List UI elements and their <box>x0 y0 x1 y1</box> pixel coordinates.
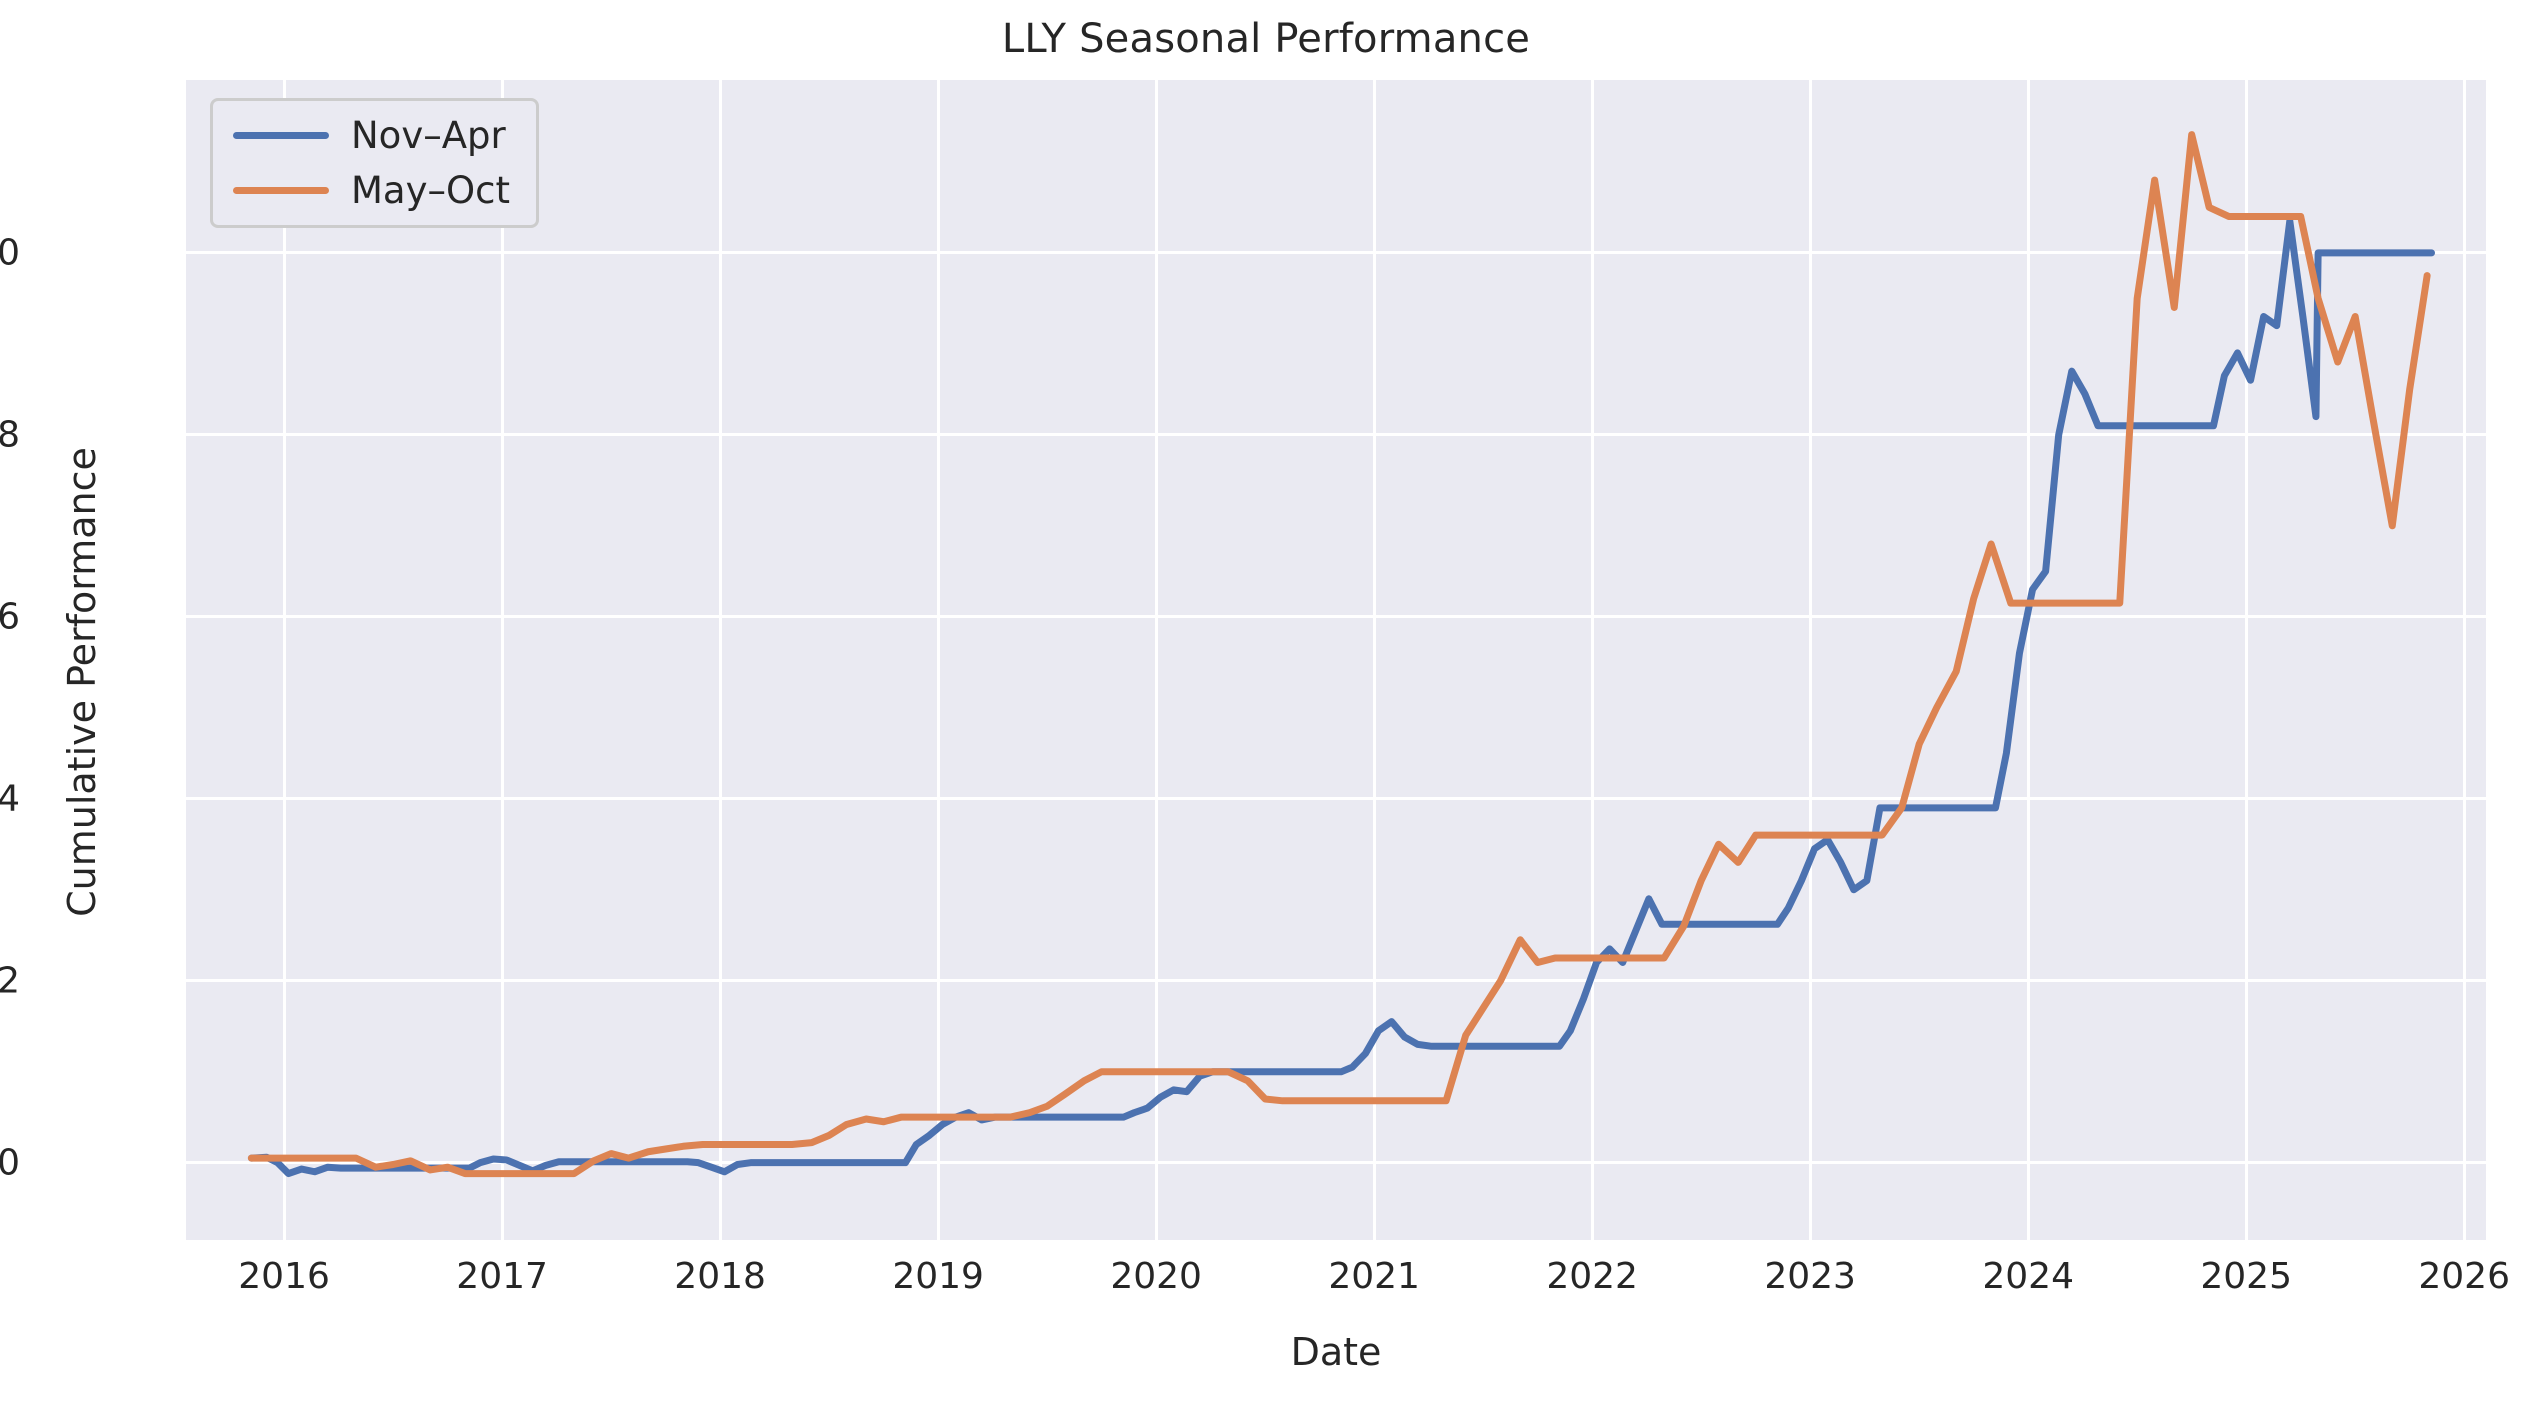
x-tick-label: 2019 <box>892 1256 984 1297</box>
legend-item-nov-apr[interactable]: Nov–Apr <box>233 117 510 154</box>
gridline-x <box>2244 80 2248 1240</box>
gridline-x <box>718 80 722 1240</box>
gridline-x <box>2026 80 2030 1240</box>
x-tick-label: 2023 <box>1764 1256 1856 1297</box>
x-tick-label: 2021 <box>1328 1256 1420 1297</box>
chart-title: LLY Seasonal Performance <box>1001 16 1531 62</box>
x-tick-label: 2020 <box>1110 1256 1202 1297</box>
legend-label-nov-apr: Nov–Apr <box>351 114 506 157</box>
series-line-nov-apr <box>247 217 2435 1178</box>
plot-area <box>186 80 2486 1240</box>
y-tick-label: 8 <box>0 414 20 456</box>
legend-label-may-oct: May–Oct <box>351 169 510 212</box>
legend-item-may-oct[interactable]: May–Oct <box>233 172 510 209</box>
x-tick-label: 2017 <box>456 1256 548 1297</box>
series-line-may-oct <box>247 131 2431 1178</box>
series-canvas <box>247 131 2435 1178</box>
gridline-y <box>186 797 2486 801</box>
y-axis-label: Cumulative Performance <box>60 447 104 917</box>
x-tick-label: 2016 <box>238 1256 330 1297</box>
gridline-x <box>282 80 286 1240</box>
gridline-x <box>936 80 940 1240</box>
gridline-y <box>186 615 2486 619</box>
gridline-y <box>186 251 2486 255</box>
y-tick-label: 10 <box>0 232 20 274</box>
gridline-x <box>1808 80 1812 1240</box>
gridline-x <box>2462 80 2466 1240</box>
gridline-x <box>500 80 504 1240</box>
x-tick-label: 2026 <box>2418 1256 2510 1297</box>
y-tick-label: 4 <box>0 778 20 820</box>
gridline-y <box>186 433 2486 437</box>
gridline-x <box>1154 80 1158 1240</box>
x-tick-label: 2018 <box>674 1256 766 1297</box>
x-tick-label: 2022 <box>1546 1256 1638 1297</box>
y-tick-label: 2 <box>0 960 20 1002</box>
chart-legend: Nov–Apr May–Oct <box>210 98 539 228</box>
gridline-x <box>1372 80 1376 1240</box>
gridline-y <box>186 979 2486 983</box>
y-tick-label: 0 <box>0 1142 20 1184</box>
legend-swatch-may-oct <box>233 187 329 194</box>
x-axis-label: Date <box>1290 1330 1382 1374</box>
y-tick-label: 6 <box>0 596 20 638</box>
x-tick-label: 2025 <box>2200 1256 2292 1297</box>
legend-swatch-nov-apr <box>233 132 329 139</box>
gridline-x <box>1590 80 1594 1240</box>
x-tick-label: 2024 <box>1982 1256 2074 1297</box>
gridline-y <box>186 1161 2486 1165</box>
